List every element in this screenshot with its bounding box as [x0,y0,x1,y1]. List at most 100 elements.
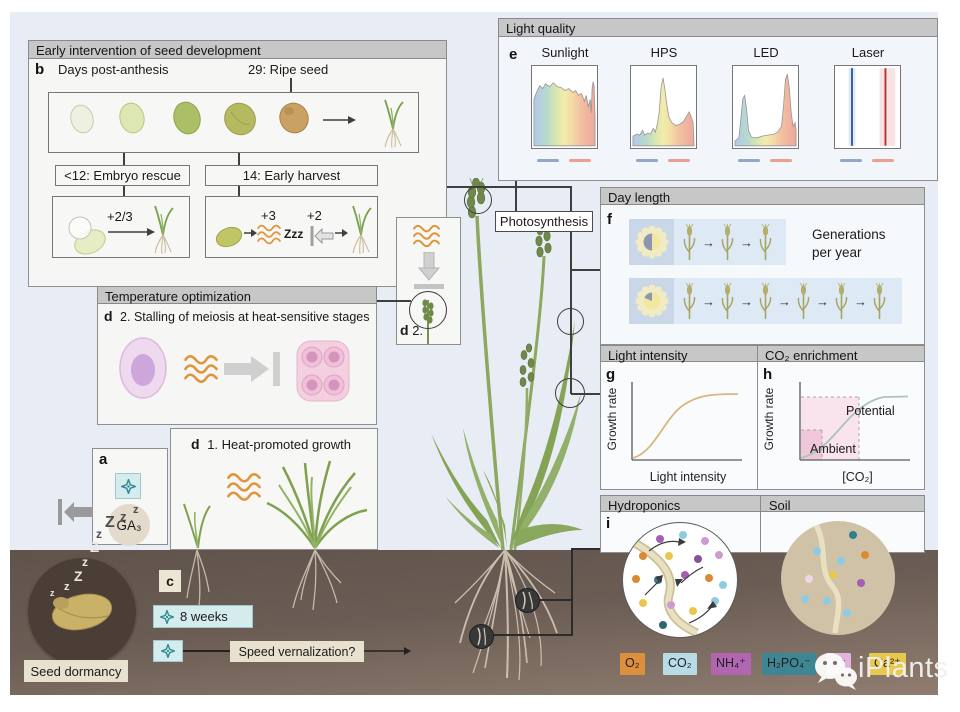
connector [491,634,572,636]
laser-spectrum [834,65,901,149]
panel-label-i: i [606,515,611,532]
ripe-seed-tick [290,78,292,92]
short-day-sun-box [629,219,674,265]
arrow-right-icon: → [778,293,791,309]
short-day-generations-strip: → → [674,219,786,265]
panel-label-d: d [104,308,113,324]
speed-vernalization-label: Speed vernalization? [238,644,356,659]
plus-2-label: +2 [307,208,322,223]
blue-light-mark [840,159,862,162]
led-spectrum [732,65,799,149]
sleep-z: z [64,581,70,593]
dormant-seed-icon [51,593,113,631]
watermark: iPlants [810,642,960,698]
sun-half-day-icon [635,225,668,259]
panel-label-f: f [607,211,612,228]
speed-vernalization-label-box: Speed vernalization? [230,641,364,662]
immature-seed-icon [215,226,243,248]
legend-h2po4: H₂PO₄⁻ [762,653,816,675]
light-intensity-chart [631,382,742,461]
hps-spectrum-chart [632,77,695,147]
connector [123,153,125,165]
red-light-mark [770,159,792,162]
arrow-right-icon [364,647,411,655]
wheat-plant-icon [797,283,810,319]
early-harvest-label: 14: Early harvest [242,168,341,183]
connector [571,393,600,395]
arrow-right-icon: → [740,293,753,309]
sunlight-spectrum [531,65,598,149]
seedling-icon [154,205,174,255]
nutrient-dots [801,531,869,617]
eight-weeks-box: 8 weeks [153,605,253,628]
heat-waves-icon [184,355,218,383]
zoom-circle-spike [409,291,447,329]
zoom-circle-leaf-2 [555,378,585,408]
arrow-right-icon [335,229,348,237]
blue-light-mark [636,159,658,162]
light-quality-header-label: Light quality [506,21,576,36]
sunlight-title: Sunlight [541,45,589,60]
connector [123,186,125,196]
photosynthesis-label-box: Photosynthesis [495,211,593,232]
root-media-header: Hydroponics Soil [600,495,925,513]
panel-label-h: h [763,366,773,383]
wheat-plant-icon [683,283,696,319]
long-day-sun-box [629,278,674,324]
long-day-generations-strip: → → → → → [674,278,902,324]
sleep-z: Z [74,568,83,584]
zoom-circle-root-2 [469,624,494,649]
seedling-icon [352,205,372,255]
snowflake-burst-icon [161,644,175,658]
connector [377,300,411,302]
wheat-plant-icon [721,283,734,319]
generations-per-year-label: Generations per year [812,226,886,261]
blocked-arrow-left-icon [310,226,334,246]
arrow-right-icon: → [702,234,715,250]
light-intensity-header-label: Light intensity [608,348,688,363]
light-intensity-panel [600,361,758,490]
panel-label-b: b [35,61,45,78]
blocked-arrow-right-icon [224,352,280,386]
panel-label-d: d [191,436,200,452]
seed-dormancy-label: Seed dormancy [30,663,122,679]
sleep-z: z [96,527,102,541]
root-detail-icon [522,591,533,610]
legend-o2: O₂ [620,653,645,675]
connector [537,599,572,601]
connector [570,186,572,394]
embryo-rescue-box: <12: Embryo rescue [55,165,190,186]
red-light-mark [872,159,894,162]
co2-header: CO₂ enrichment [757,345,925,363]
arrow-right-icon: → [816,293,829,309]
connector [515,181,517,211]
snowflake-burst-icon [120,478,136,494]
temperature-panel-header: Temperature optimization [97,286,377,304]
temperature-header-label: Temperature optimization [105,289,251,304]
connector [447,186,571,188]
embryo-illustration [68,216,106,255]
eight-weeks-label: 8 weeks [180,609,228,624]
sleep-z: z [133,504,139,516]
day-length-header-label: Day length [608,190,671,205]
small-plant-icon [183,503,211,549]
light-intensity-header: Light intensity [600,345,758,363]
light-intensity-xlabel: Light intensity [649,470,727,484]
hps-spectrum [630,65,697,149]
arrow-right-icon [108,228,155,236]
early-harvest-detail-box [205,196,378,258]
blocked-arrow-down-icon [414,252,444,289]
legend-co2: CO₂ [663,653,697,675]
co2-xlabel: [CO₂] [842,470,873,484]
wheat-plant-illustration [431,178,583,550]
generations-line2: per year [812,244,862,260]
d1-title-text: 1. Heat-promoted growth [207,437,351,452]
ga3-circle: GA₃ [108,504,150,546]
panel-label-c: c [166,573,174,589]
large-plant-icon [266,460,368,549]
ambient-label: Ambient [810,442,856,456]
embryo-rescue-label: <12: Embryo rescue [64,168,181,183]
wechat-icon [815,653,857,690]
blocked-arrow-left-icon [58,499,93,525]
